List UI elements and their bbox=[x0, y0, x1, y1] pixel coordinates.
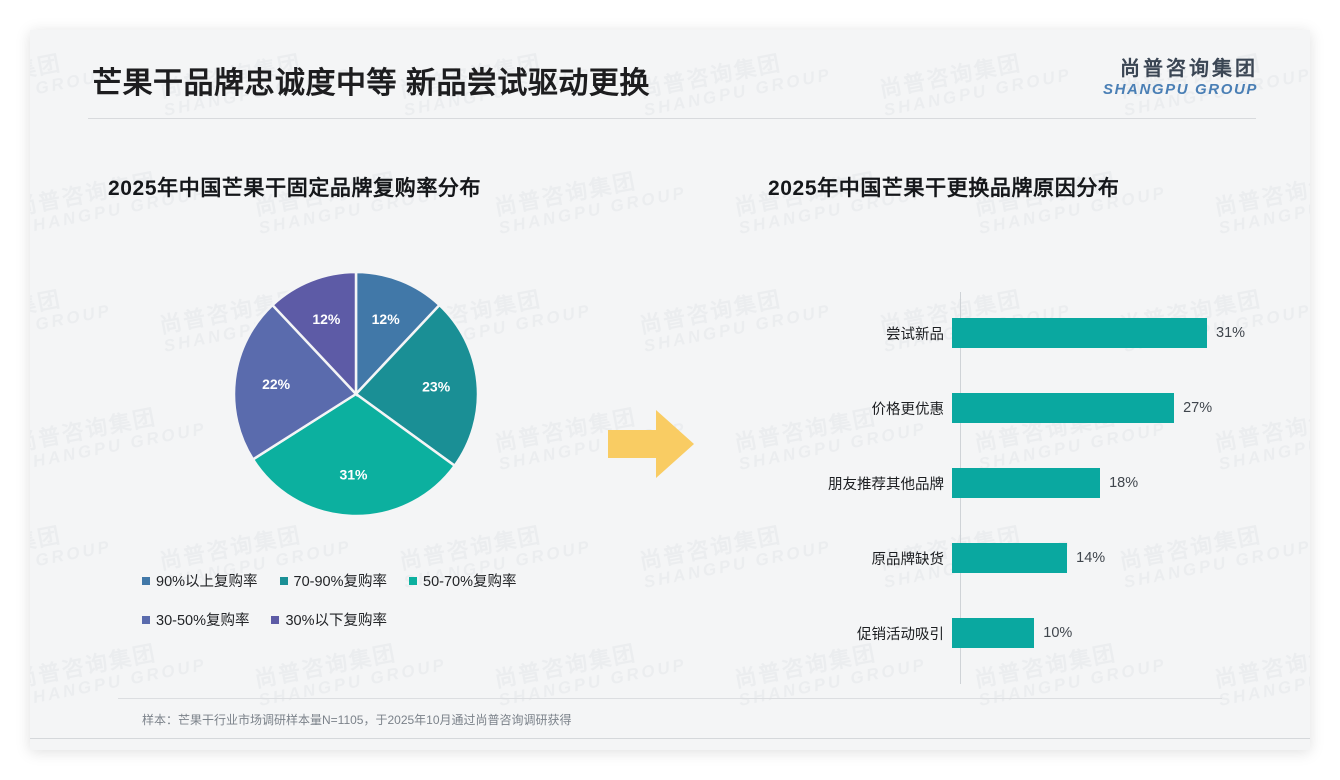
bar-fill bbox=[952, 468, 1101, 498]
bar-fill bbox=[952, 618, 1035, 648]
bar-chart-row: 朋友推荐其他品牌 18% bbox=[768, 468, 1268, 498]
pie-legend-item[interactable]: 30%以下复购率 bbox=[271, 609, 387, 630]
pie-legend: 90%以上复购率 70-90%复购率 50-70%复购率 30-50%复购率 30%以… bbox=[142, 570, 612, 648]
pie-legend-item[interactable]: 90%以上复购率 bbox=[142, 570, 258, 591]
legend-swatch-icon bbox=[409, 576, 418, 585]
bar-chart-row: 原品牌缺货 14% bbox=[768, 543, 1268, 573]
slide-footer: ©2025.12 SHANGPU GROUP www.shangpu-china… bbox=[30, 739, 1310, 750]
bar-value-label: 14% bbox=[1076, 550, 1106, 566]
bar-category-label: 尝试新品 bbox=[886, 326, 944, 343]
pie-slice-label: 23% bbox=[422, 378, 451, 394]
bar-value-label: 31% bbox=[1216, 325, 1246, 341]
pie-legend-row-1: 90%以上复购率 70-90%复购率 50-70%复购率 bbox=[142, 570, 612, 591]
pie-slice bbox=[354, 303, 480, 468]
left-chart-title: 2025年中国芒果干固定品牌复购率分布 bbox=[108, 177, 482, 200]
arrow-right-icon bbox=[608, 408, 694, 485]
legend-swatch-icon bbox=[271, 615, 280, 624]
brand-logo: 尚普咨询集团 SHANGPU GROUP bbox=[1103, 58, 1258, 99]
pie-legend-label: 30%以下复购率 bbox=[285, 613, 388, 629]
legend-swatch-icon bbox=[142, 615, 150, 624]
header-divider bbox=[88, 118, 1256, 119]
pie-legend-item[interactable]: 30-50%复购率 bbox=[142, 609, 249, 630]
pie-legend-label: 50-70%复购率 bbox=[423, 574, 517, 590]
bar-value-label: 10% bbox=[1043, 625, 1073, 641]
legend-swatch-icon bbox=[142, 576, 150, 585]
pie-slice-label: 12% bbox=[372, 311, 401, 327]
pie-slice bbox=[354, 270, 442, 398]
bar-value-label: 27% bbox=[1183, 400, 1213, 416]
pie-legend-label: 90%以上复购率 bbox=[156, 574, 258, 590]
pie-slice bbox=[270, 270, 358, 398]
pie-legend-item[interactable]: 50-70%复购率 bbox=[409, 570, 517, 591]
footnote-divider bbox=[118, 698, 1222, 699]
logo-chinese-text: 尚普咨询集团 bbox=[1120, 58, 1258, 80]
pie-slice-label: 22% bbox=[262, 376, 291, 392]
bar-chart-row: 促销活动吸引 10% bbox=[768, 618, 1268, 648]
bar-fill bbox=[952, 393, 1175, 423]
bar-category-label: 朋友推荐其他品牌 bbox=[828, 476, 944, 493]
bar-fill bbox=[952, 543, 1068, 573]
repurchase-rate-pie-chart: 12% 23% 31% 22% 12% bbox=[232, 270, 480, 518]
bar-category-label: 促销活动吸引 bbox=[857, 626, 944, 643]
pie-legend-label: 70-90%复购率 bbox=[293, 574, 388, 590]
bar-chart-row: 价格更优惠 27% bbox=[768, 393, 1268, 423]
slide-header: 芒果干品牌忠诚度中等 新品尝试驱动更换 尚普咨询集团 SHANGPU GROUP bbox=[30, 30, 1310, 120]
pie-slice bbox=[232, 303, 358, 462]
pie-svg: 12% 23% 31% 22% 12% bbox=[232, 270, 480, 518]
bar-value-label: 18% bbox=[1109, 475, 1139, 491]
legend-swatch-icon bbox=[279, 576, 288, 585]
pie-slice-label: 12% bbox=[312, 311, 341, 327]
pie-legend-label: 30-50%复购率 bbox=[156, 613, 250, 629]
source-footnote: 样本：芒果干行业市场调研样本量N=1105，于2025年10月通过尚普咨询调研获… bbox=[142, 713, 572, 727]
bar-category-label: 原品牌缺货 bbox=[871, 551, 945, 568]
pie-slice-label: 31% bbox=[339, 466, 368, 482]
pie-slice bbox=[251, 392, 457, 518]
pie-legend-row-2: 30-50%复购率 30%以下复购率 bbox=[142, 609, 612, 630]
footer-divider bbox=[30, 738, 1310, 739]
bar-fill bbox=[952, 318, 1207, 348]
right-chart-title: 2025年中国芒果干更换品牌原因分布 bbox=[768, 177, 1120, 200]
page-title: 芒果干品牌忠诚度中等 新品尝试驱动更换 bbox=[92, 67, 650, 100]
logo-english-text: SHANGPU GROUP bbox=[1103, 81, 1258, 98]
pie-legend-item[interactable]: 70-90%复购率 bbox=[279, 570, 388, 591]
bar-chart-row: 尝试新品 31% bbox=[768, 318, 1268, 348]
switch-reason-bar-chart: 尝试新品 31% 价格更优惠 27% 朋友推荐其他品牌 18% 原品牌缺货 14% 促销活动吸引… bbox=[768, 292, 1268, 684]
bar-category-label: 价格更优惠 bbox=[871, 401, 945, 418]
